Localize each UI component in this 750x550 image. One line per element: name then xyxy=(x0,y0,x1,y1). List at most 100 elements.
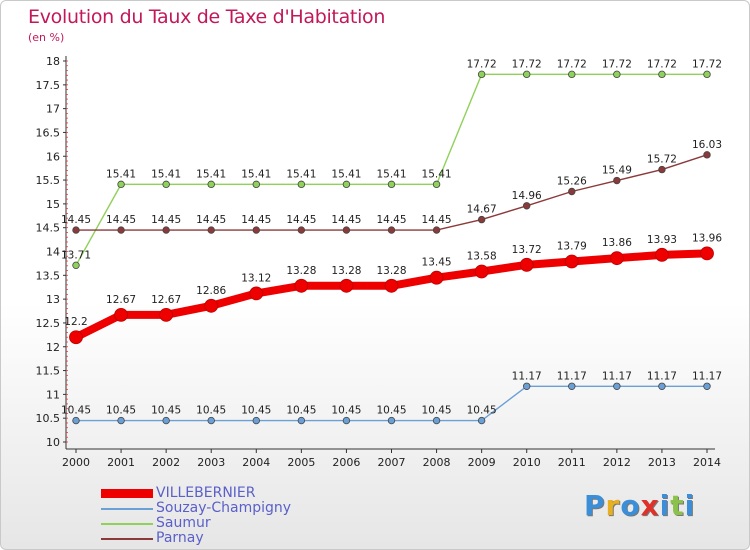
data-label: 11.17 xyxy=(602,370,632,382)
data-point xyxy=(432,416,441,425)
x-tick-label: 2000 xyxy=(62,456,90,469)
data-label: 15.41 xyxy=(196,168,226,180)
x-tick-label: 2004 xyxy=(242,456,270,469)
data-point xyxy=(117,226,125,234)
data-point xyxy=(658,382,666,390)
data-label: 15.26 xyxy=(557,175,587,187)
legend-label: Saumur xyxy=(156,515,211,531)
data-label: 17.72 xyxy=(467,58,497,70)
data-point xyxy=(477,215,486,224)
x-tick-label: 2009 xyxy=(468,456,496,469)
x-tick-label: 2014 xyxy=(693,456,721,469)
y-tick-label: 14 xyxy=(46,246,60,259)
y-tick-label: 13.5 xyxy=(36,269,61,282)
data-label: 10.45 xyxy=(106,405,136,417)
data-point xyxy=(613,70,621,79)
data-point xyxy=(700,246,714,261)
legend: VILLEBERNIER Souzay-Champigny Saumur Parnay xyxy=(101,486,291,546)
data-label: 17.72 xyxy=(647,58,677,70)
y-tick-label: 18 xyxy=(46,55,60,68)
data-point xyxy=(387,226,396,234)
data-point xyxy=(703,70,711,79)
data-point xyxy=(342,180,351,189)
data-point xyxy=(564,254,579,269)
data-point xyxy=(523,70,531,79)
y-tick-label: 17.5 xyxy=(36,79,61,92)
chart-title: Evolution du Taux de Taxe d'Habitation xyxy=(28,6,386,28)
data-point xyxy=(703,151,711,159)
data-label: 12.67 xyxy=(106,294,136,306)
legend-item: VILLEBERNIER xyxy=(101,486,291,501)
data-point xyxy=(523,202,531,210)
data-label: 13.79 xyxy=(557,241,587,253)
data-label: 13.12 xyxy=(241,272,271,284)
data-point xyxy=(342,226,351,234)
data-label: 14.45 xyxy=(151,214,181,226)
data-label: 13.71 xyxy=(61,249,91,261)
data-label: 17.72 xyxy=(692,58,722,70)
data-label: 14.45 xyxy=(376,214,406,226)
y-tick-label: 11.5 xyxy=(36,365,61,378)
data-point xyxy=(703,382,711,390)
data-label: 15.49 xyxy=(602,165,632,177)
data-point xyxy=(609,251,624,266)
data-point xyxy=(294,278,309,293)
data-point xyxy=(162,226,170,234)
data-point xyxy=(432,226,441,234)
data-point xyxy=(297,180,306,189)
x-tick-label: 2010 xyxy=(513,456,541,469)
data-point xyxy=(207,226,215,234)
y-tick-label: 13 xyxy=(46,293,60,306)
legend-swatch xyxy=(101,537,153,540)
data-point xyxy=(568,382,576,390)
data-point xyxy=(429,270,444,285)
data-label: 10.45 xyxy=(286,405,316,417)
x-tick-label: 2012 xyxy=(603,456,631,469)
data-point xyxy=(159,307,174,322)
y-tick-label: 15.5 xyxy=(36,174,61,187)
legend-item: Parnay xyxy=(101,531,291,546)
data-label: 14.45 xyxy=(422,214,452,226)
data-point xyxy=(387,416,396,425)
data-point xyxy=(432,180,441,189)
data-point xyxy=(207,416,215,425)
data-label: 15.41 xyxy=(151,168,181,180)
data-point xyxy=(658,70,666,79)
legend-label: Parnay xyxy=(156,530,204,546)
x-tick-label: 2003 xyxy=(197,456,225,469)
y-tick-label: 15 xyxy=(46,198,60,211)
data-label: 14.45 xyxy=(241,214,271,226)
data-label: 15.41 xyxy=(286,168,316,180)
data-label: 14.45 xyxy=(106,214,136,226)
logo-letter: i xyxy=(659,489,671,522)
data-point xyxy=(568,70,576,79)
data-point xyxy=(114,307,128,322)
data-label: 14.67 xyxy=(467,204,497,216)
data-label: 13.28 xyxy=(331,265,361,277)
series-souzay-champigny: 10.45 10.45 10.45 10.45 10.45 10.45 10.45 10.45… xyxy=(61,370,722,425)
data-label: 15.72 xyxy=(647,154,677,166)
y-tick-label: 10 xyxy=(46,436,60,449)
data-label: 10.45 xyxy=(376,405,406,417)
data-point xyxy=(252,226,260,234)
x-tick-label: 2007 xyxy=(378,456,406,469)
data-label: 15.41 xyxy=(106,168,136,180)
logo-letter: i xyxy=(684,489,696,522)
data-label: 14.45 xyxy=(196,214,226,226)
x-tick-label: 2008 xyxy=(423,456,451,469)
logo-letter: x xyxy=(640,489,660,522)
data-point xyxy=(162,180,170,189)
data-point xyxy=(69,330,83,345)
data-point xyxy=(474,264,489,279)
y-tick-label: 16.5 xyxy=(36,126,61,139)
data-point xyxy=(342,416,351,425)
data-point xyxy=(655,247,669,262)
legend-swatch xyxy=(101,507,153,510)
data-label: 11.17 xyxy=(512,370,542,382)
chart-unit-label: (en %) xyxy=(28,31,65,44)
chart-axes: 10 10.5 11 11.5 12 12.5 13 13.5 14 14.5 15 15.5 16 16… xyxy=(36,55,722,469)
data-point xyxy=(297,416,306,425)
legend-label: Souzay-Champigny xyxy=(156,500,292,516)
data-point xyxy=(252,180,260,189)
